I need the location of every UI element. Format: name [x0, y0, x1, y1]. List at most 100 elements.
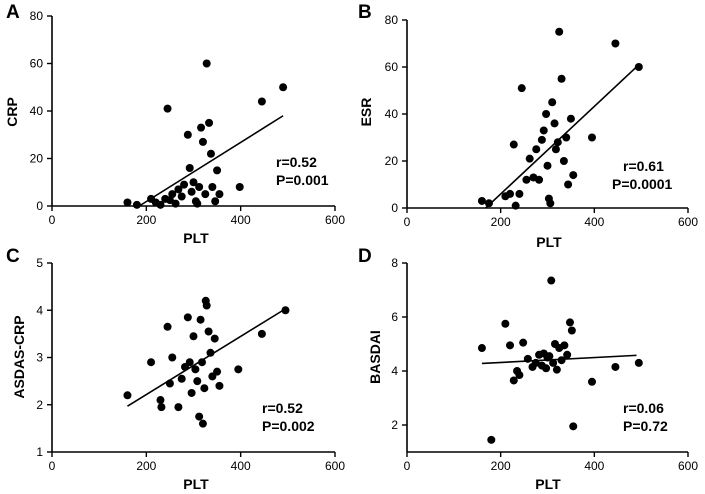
panel-c-data-point — [156, 396, 165, 405]
panel-c-data-point — [185, 358, 194, 367]
panel-d-data-point — [506, 341, 515, 350]
panel-d-data-point — [557, 356, 566, 365]
panel-c-y-tick-label: 1 — [36, 445, 43, 459]
panel-b-x-tick-label: 0 — [404, 215, 411, 229]
panel-c-x-tick-label: 600 — [325, 459, 345, 473]
panel-a-data-point — [206, 149, 215, 158]
panel-d-data-point — [523, 354, 532, 363]
panel-b-label: B — [358, 2, 372, 23]
panel-b-axes: 0 200 400 600 0 20 40 60 80 — [385, 13, 699, 229]
panel-d-x-tick-label: 400 — [584, 459, 604, 473]
panel-d-y-tick-label: 4 — [391, 364, 398, 378]
panel-a-data-point — [201, 190, 210, 199]
panel-a-x-tick-label: 400 — [231, 213, 251, 227]
panel-d-data-point — [552, 365, 561, 374]
panel-a-data-point — [235, 183, 244, 191]
panel-a: A 0 200 400 600 0 20 40 60 80 PLT CRP r=0.52 P=0… — [4, 2, 345, 246]
panel-c-data-point — [168, 353, 177, 362]
panel-d-y-tick-label: 6 — [391, 310, 398, 324]
panel-a-data-point — [193, 199, 202, 208]
panel-c-p-value: P=0.002 — [262, 418, 315, 434]
panel-c-data-point — [163, 322, 172, 331]
panel-a-data-point — [213, 166, 222, 175]
panel-c-data-point — [174, 403, 183, 412]
panel-d-data-point — [515, 371, 524, 380]
panel-d-axes: 0 200 400 600 2 4 6 8 — [391, 256, 698, 473]
panel-c-data-point — [204, 327, 213, 336]
panel-b-data-point — [562, 133, 571, 142]
panel-d-data-point — [487, 435, 496, 444]
panel-a-data-point — [208, 183, 217, 191]
panel-d-r-value: r=0.06 — [623, 400, 664, 416]
panel-b-data-point — [550, 119, 559, 128]
panel-b-data-point — [537, 135, 546, 144]
panel-c-x-tick-label: 0 — [49, 459, 56, 473]
panel-b-x-tick-label: 200 — [491, 215, 511, 229]
panel-b-data-point — [515, 189, 524, 198]
panel-b-x-axis-title: PLT — [536, 234, 562, 250]
panel-b-y-tick-label: 80 — [385, 13, 399, 27]
panel-b-data-point — [543, 161, 552, 170]
panel-b-y-tick-label: 20 — [385, 154, 399, 168]
panel-b-data-point — [559, 157, 568, 165]
panel-c-data-point — [213, 367, 222, 376]
panel-b-data-point — [566, 114, 575, 123]
panel-d-x-tick-label: 200 — [491, 459, 511, 473]
panel-d-data-point — [587, 377, 596, 386]
panel-a-label: A — [6, 2, 20, 23]
panel-b-y-tick-label: 60 — [385, 60, 399, 74]
panel-b-x-tick-label: 600 — [678, 215, 698, 229]
panel-a-y-tick-label: 0 — [36, 199, 43, 213]
panel-b-p-value: P=0.0001 — [612, 176, 673, 192]
panel-d: D 0 200 400 600 2 4 6 8 PLT BASDAI r=0.06 P=0.7… — [358, 246, 698, 492]
panel-c-y-axis-title: ASDAS-CRP — [11, 315, 27, 398]
panel-a-y-tick-label: 60 — [30, 57, 44, 71]
panel-c-data-point — [206, 348, 215, 357]
panel-b-data-point — [509, 140, 518, 149]
panel-d-data-point — [634, 358, 643, 367]
panel-a-data-point — [183, 130, 192, 139]
panel-a-data-point — [215, 190, 224, 199]
panel-b-data-point — [532, 145, 541, 154]
panel-c-data-point — [157, 403, 166, 412]
panel-a-regression-line — [138, 115, 284, 207]
panel-c: C 0 200 400 600 1 2 3 4 5 PLT ASDAS-CRP r=0.52 P… — [6, 246, 345, 492]
panel-b-data-point — [557, 74, 566, 83]
panel-b-r-value: r=0.61 — [623, 158, 664, 174]
panel-d-data-point — [545, 352, 554, 361]
panel-c-data-point — [197, 358, 206, 367]
panel-d-data-point — [542, 364, 551, 373]
panel-b-data-point — [542, 110, 551, 118]
panel-d-y-tick-label: 2 — [391, 418, 398, 432]
panel-c-data-point — [200, 384, 209, 393]
panel-a-data-point — [171, 199, 180, 208]
panel-c-data-point — [191, 365, 200, 374]
panel-d-data-point — [560, 341, 569, 350]
panel-c-data-point — [257, 329, 266, 338]
panel-a-data-point — [211, 197, 220, 206]
panel-b-data-point — [546, 199, 555, 208]
panel-a-y-tick-label: 80 — [30, 9, 44, 23]
panel-b-data-point — [548, 98, 557, 107]
panel-c-data-point — [165, 379, 174, 388]
panel-b-data-point — [569, 171, 578, 180]
panel-c-r-value: r=0.52 — [262, 400, 303, 416]
panel-d-data-point — [563, 350, 572, 359]
panel-d-y-tick-label: 8 — [391, 256, 398, 270]
panel-a-data-point — [156, 200, 165, 209]
panel-a-axes: 0 200 400 600 0 20 40 60 80 — [30, 9, 346, 227]
panel-c-axes: 0 200 400 600 1 2 3 4 5 — [36, 256, 345, 473]
panel-a-p-value: P=0.001 — [276, 172, 329, 188]
panel-d-y-axis-title: BASDAI — [367, 330, 383, 384]
panel-c-y-tick-label: 4 — [36, 303, 43, 317]
panel-a-x-tick-label: 0 — [49, 213, 56, 227]
panel-b-data-point — [535, 175, 544, 184]
panel-a-y-tick-label: 20 — [30, 152, 44, 166]
panel-b-data-point — [553, 138, 562, 147]
panel-b-data-point — [611, 39, 620, 48]
panel-c-y-tick-label: 5 — [36, 256, 43, 270]
panel-c-data-point — [281, 306, 290, 315]
panel-a-data-point — [168, 190, 177, 199]
panel-a-data-point — [257, 97, 266, 106]
panel-d-data-point — [519, 338, 528, 347]
